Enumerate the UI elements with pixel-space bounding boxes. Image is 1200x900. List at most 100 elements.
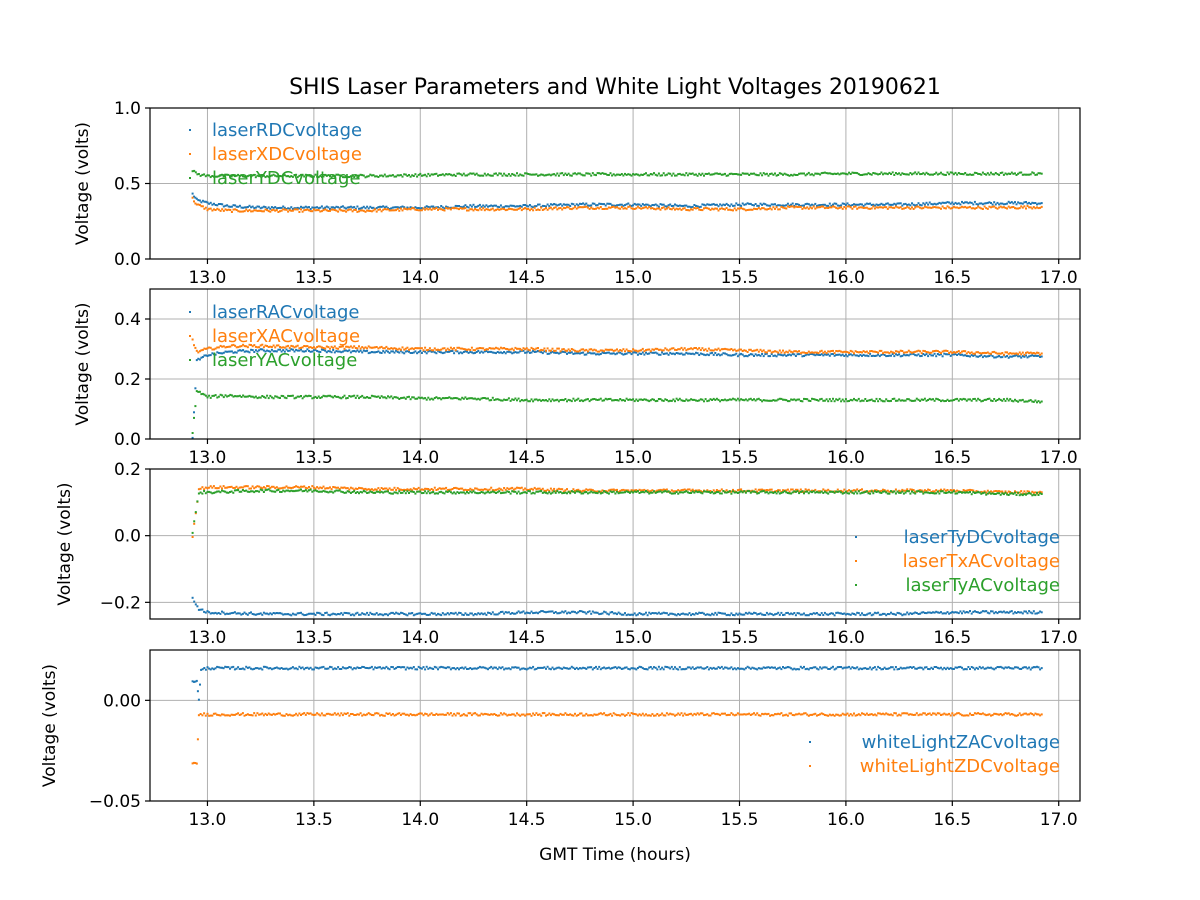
data-point — [988, 612, 991, 615]
data-point — [396, 174, 399, 177]
data-point — [738, 491, 741, 494]
data-point — [762, 349, 765, 352]
data-point — [1020, 171, 1023, 174]
data-point — [354, 207, 357, 210]
data-point — [485, 491, 488, 494]
data-point — [1026, 202, 1029, 205]
data-point — [343, 394, 346, 397]
data-point — [993, 173, 996, 176]
data-point — [333, 395, 336, 397]
data-point — [383, 206, 386, 209]
data-point — [354, 396, 357, 399]
data-point — [1021, 398, 1024, 401]
data-point — [688, 347, 691, 350]
data-point — [809, 353, 812, 355]
data-point — [959, 610, 962, 613]
data-point — [877, 400, 880, 403]
data-point — [709, 203, 712, 206]
data-point — [877, 351, 880, 354]
data-point — [827, 172, 830, 175]
data-point — [964, 398, 967, 401]
data-point — [616, 173, 618, 176]
data-point — [883, 351, 886, 354]
data-point — [938, 201, 941, 204]
data-point — [735, 349, 738, 352]
data-point — [528, 488, 531, 491]
data-point — [880, 613, 883, 616]
data-point — [744, 611, 747, 614]
data-point — [654, 351, 657, 354]
data-point — [490, 350, 493, 353]
data-point — [844, 353, 847, 356]
data-point — [741, 398, 744, 401]
data-point — [403, 352, 406, 355]
data-point — [203, 488, 206, 491]
data-point — [453, 612, 456, 615]
data-point — [864, 491, 867, 493]
data-point — [316, 175, 319, 178]
data-point — [923, 354, 926, 357]
data-point — [358, 207, 360, 210]
data-point — [628, 205, 631, 208]
data-point — [280, 491, 283, 493]
data-point — [665, 488, 668, 491]
data-point — [854, 203, 857, 206]
data-point — [564, 203, 567, 206]
data-point — [765, 611, 768, 614]
data-point — [199, 683, 201, 686]
data-point — [746, 612, 749, 615]
data-point — [548, 207, 551, 210]
data-point — [994, 493, 997, 495]
data-point — [901, 354, 904, 357]
data-point — [341, 176, 344, 179]
data-point — [259, 612, 262, 615]
data-point — [815, 490, 818, 493]
data-point — [683, 353, 686, 356]
data-point — [801, 400, 804, 403]
data-point — [512, 208, 515, 211]
data-point — [614, 489, 617, 492]
data-point — [428, 398, 431, 401]
data-point — [1012, 492, 1015, 495]
data-point — [424, 346, 427, 349]
data-point — [838, 173, 841, 176]
data-point — [235, 174, 238, 177]
data-point — [724, 398, 726, 401]
data-point — [204, 668, 207, 671]
data-point — [770, 399, 773, 402]
data-point — [780, 351, 783, 354]
data-point — [451, 348, 454, 351]
data-point — [691, 490, 694, 493]
data-point — [601, 349, 604, 352]
data-point — [677, 348, 680, 351]
data-point — [248, 351, 251, 354]
data-point — [274, 174, 277, 177]
data-point — [329, 350, 331, 353]
data-point — [1039, 353, 1042, 356]
data-point — [733, 353, 736, 356]
data-point — [362, 613, 365, 616]
data-point — [354, 174, 357, 177]
data-point — [543, 347, 546, 350]
data-point — [796, 612, 799, 615]
data-point — [885, 202, 888, 205]
data-point — [430, 173, 433, 176]
data-point — [1006, 611, 1009, 614]
data-point — [812, 351, 815, 354]
data-point — [811, 173, 813, 176]
data-point — [804, 614, 807, 617]
data-point — [907, 398, 910, 401]
data-point — [727, 208, 730, 211]
data-point — [596, 353, 599, 356]
data-point — [946, 350, 949, 352]
data-point — [861, 203, 863, 206]
data-point — [891, 612, 894, 615]
data-point — [767, 399, 770, 402]
data-point — [485, 613, 488, 616]
data-point — [624, 612, 626, 615]
data-point — [197, 357, 200, 360]
data-point — [1032, 493, 1035, 496]
data-point — [433, 486, 436, 489]
data-point — [730, 203, 733, 206]
data-point — [959, 172, 962, 175]
